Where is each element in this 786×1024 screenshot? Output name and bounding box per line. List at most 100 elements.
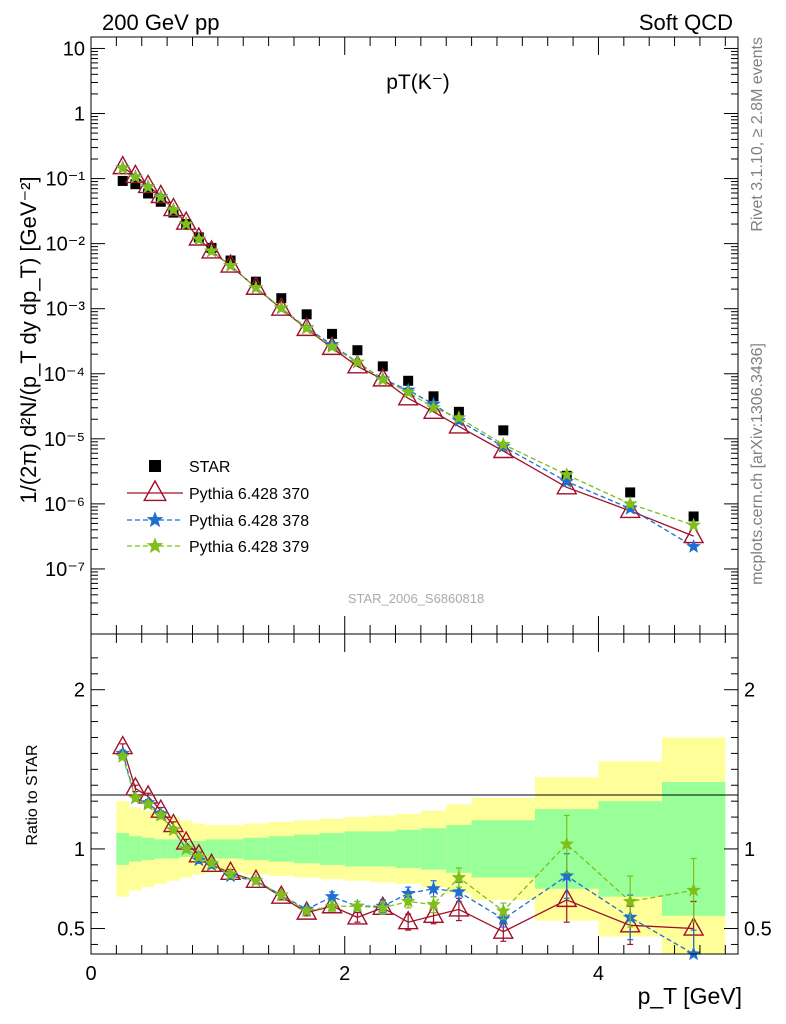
ratio-point-s2 [622,893,638,908]
ratio-y-tick-label-right: 2 [744,680,755,702]
data-point-s1 [346,354,369,374]
header-right: Soft QCD [639,10,733,35]
ratio-point-s2 [191,849,207,864]
band-green [471,820,536,878]
band-green [141,837,155,861]
analysis-watermark: STAR_2006_S6860818 [348,591,484,606]
data-point-s1 [556,475,578,495]
data-point-s3 [204,243,219,258]
y-tick-label: 10 [63,38,85,60]
data-point-s2 [686,538,701,553]
ratio-point-s1 [559,868,575,883]
data-point-s0 [143,188,154,199]
ratio-point-s2 [115,748,131,763]
ratio-point-s2 [204,855,219,870]
data-point-s0 [155,196,166,207]
data-point-s0 [403,375,414,386]
y-tick-label: 10⁻⁶ [44,494,85,516]
legend-marker-0 [149,460,161,472]
main-y-ticks: 10⁻⁷ 10⁻⁶ 10⁻⁵ 10⁻⁴ 10⁻³ 10⁻² 10⁻¹ 1 10 [44,37,738,635]
ratio-point-s2 [350,898,365,913]
y-tick-label: 10⁻¹ [46,169,86,191]
x-tick-label: 0 [85,963,96,985]
legend-label-2: Pythia 6.428 378 [189,513,309,530]
ratio-point-s2 [273,887,289,902]
ratio-y-axis-label: Ratio to STAR [24,744,41,845]
legend-label-3: Pythia 6.428 379 [189,539,309,556]
data-point-s1 [175,210,197,230]
ratio-point-s2 [166,822,181,837]
ratio-point-s2 [153,807,169,822]
data-point-s0 [688,511,699,522]
ratio-point-s2 [400,893,416,908]
data-point-s1 [162,197,185,217]
x-tick-label: 2 [339,963,350,985]
legend-marker-1 [143,479,167,502]
data-point-s3 [166,202,181,217]
data-point-s0 [117,175,128,186]
band-green [446,825,472,873]
data-point-s0 [130,179,141,190]
ratio-ticks: 0.5 0.5 1 1 2 2 0 2 4 [57,634,772,985]
band-green [268,836,294,862]
series-line-3 [122,167,694,526]
ratio-line-1 [122,753,694,955]
ratio-point-s2 [128,790,143,805]
data-point-s3 [115,160,131,175]
data-point-s3 [350,354,365,369]
ratio-point-s2 [223,866,238,881]
data-point-s2 [622,500,638,515]
ratio-point-s2 [299,903,314,918]
data-point-s3 [686,517,701,532]
data-point-s1 [150,184,172,204]
ratio-point-s2 [451,869,467,884]
ratio-panel: 0.5 0.5 1 1 2 2 0 2 4 Ratio to STAR p_T [GeV] [24,633,772,1009]
ratio-y-tick-label: 2 [74,680,85,702]
ratio-line-2 [122,756,694,912]
main-data-layer [112,155,705,553]
ratio-point-s0 [556,887,578,908]
band-green [167,839,180,859]
data-point-s3 [128,169,143,184]
legend-label-0: STAR [189,459,230,476]
main-panel: 10⁻⁷ 10⁻⁶ 10⁻⁵ 10⁻⁴ 10⁻³ 10⁻² 10⁻¹ 1 10 pT(K⁻) S… [16,36,739,635]
header-left: 200 GeV pp [102,10,219,35]
ratio-point-s2 [324,898,340,913]
ratio-point-s2 [686,882,701,897]
ratio-frame [90,633,739,955]
ratio-point-s2 [426,896,441,911]
data-point-s1 [448,414,470,434]
legend-label-1: Pythia 6.428 370 [189,486,309,503]
data-point-s3 [299,320,314,335]
band-green [395,829,421,869]
legend-marker-2 [146,511,164,528]
data-point-s0 [327,328,338,339]
data-point-s3 [153,189,169,204]
y-tick-label: 1 [74,104,85,126]
y-tick-label: 10⁻⁵ [44,429,85,451]
data-point-s3 [223,257,238,272]
ratio-point-s1 [426,881,441,895]
ratio-data-layer [112,735,705,961]
ratio-point-s0 [422,903,445,924]
ratio-point-s0 [397,910,419,930]
ratio-point-s1 [451,884,467,899]
data-point-s0 [301,309,312,320]
x-axis-label: p_T [GeV] [638,983,742,1009]
data-point-s1 [619,498,641,519]
band-green [154,839,168,859]
ratio-point-s2 [140,796,156,811]
data-point-s1 [397,386,419,406]
y-tick-label: 10⁻⁷ [45,559,85,581]
data-point-s0 [377,361,388,372]
ratio-point-s0 [448,897,470,917]
data-point-s3 [400,384,416,399]
ratio-y-tick-label-right: 1 [744,839,755,861]
band-green [217,839,244,859]
legend-marker-3 [146,537,164,554]
band-green [319,833,345,865]
band-green [344,831,371,867]
ratio-point-s0 [492,919,514,939]
ratio-point-s2 [375,900,391,915]
data-point-s0 [428,391,439,402]
